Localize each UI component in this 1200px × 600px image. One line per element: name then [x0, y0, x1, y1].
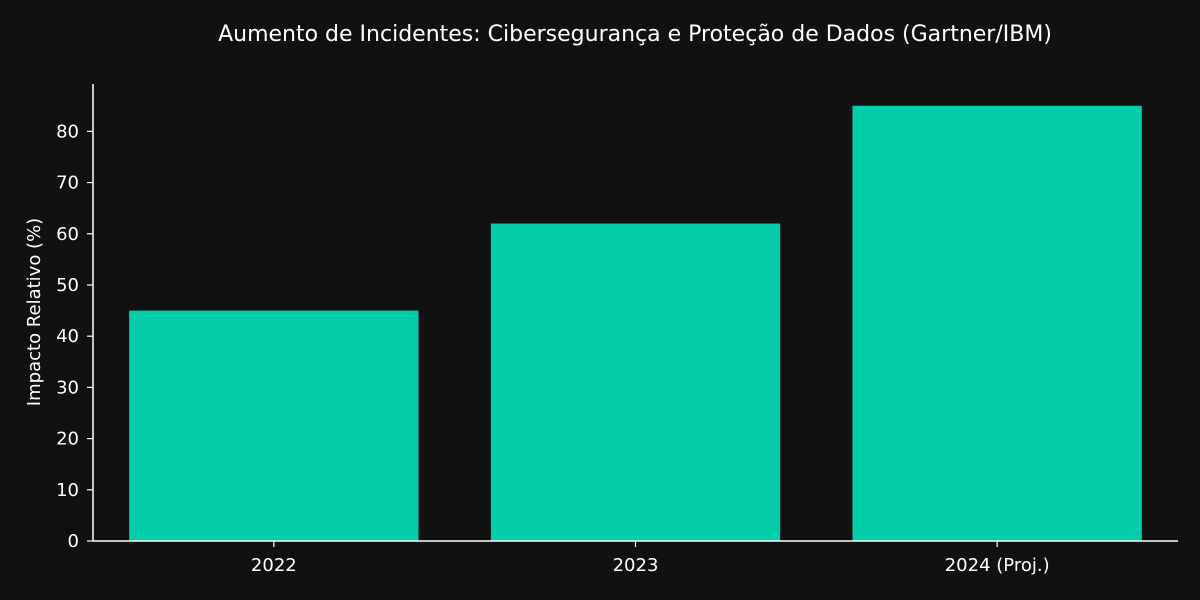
y-ticks-group: 0 10 20 30 40 50 60 70 80 [56, 121, 93, 552]
chart-title: Aumento de Incidentes: Cibersegurança e … [218, 22, 1052, 47]
y-tick-label: 20 [56, 429, 79, 450]
x-tick-label: 2022 [251, 555, 297, 576]
y-tick-label: 30 [56, 377, 79, 398]
x-ticks-group: 2022 2023 2024 (Proj.) [251, 541, 1050, 576]
x-tick-label: 2023 [613, 555, 659, 576]
y-tick-label: 60 [56, 224, 79, 245]
bars-group [129, 105, 1142, 541]
y-axis-label: Impacto Relativo (%) [24, 218, 45, 406]
bar-2024-proj [852, 105, 1142, 541]
y-tick-label: 50 [56, 275, 79, 296]
y-tick-label: 10 [56, 480, 79, 501]
x-tick-label: 2024 (Proj.) [945, 555, 1050, 576]
y-tick-label: 80 [56, 121, 79, 142]
bar-2023 [490, 223, 781, 541]
bar-2022 [129, 310, 419, 541]
y-tick-label: 70 [56, 173, 79, 194]
y-tick-label: 40 [56, 326, 79, 347]
y-tick-label: 0 [68, 531, 79, 552]
